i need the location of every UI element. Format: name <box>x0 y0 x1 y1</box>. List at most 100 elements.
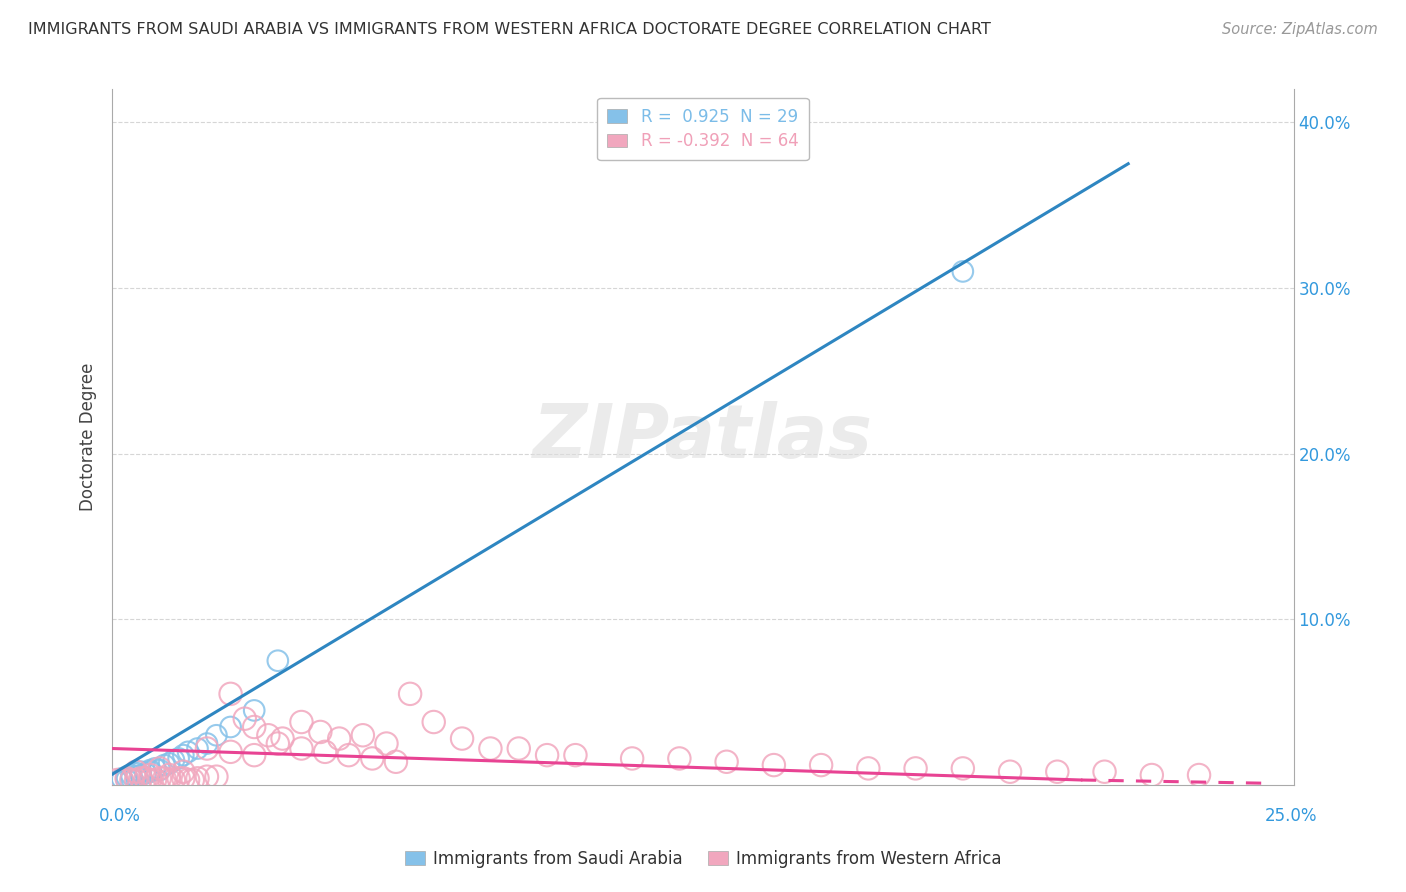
Point <box>337 748 360 763</box>
Point <box>314 745 336 759</box>
Text: ZIPatlas: ZIPatlas <box>533 401 873 474</box>
Point <box>105 774 128 789</box>
Point <box>163 753 186 767</box>
Point <box>762 758 785 772</box>
Point <box>120 772 142 787</box>
Point <box>536 748 558 763</box>
Point <box>139 764 162 779</box>
Point <box>143 772 166 787</box>
Point <box>952 264 974 278</box>
Text: 25.0%: 25.0% <box>1264 807 1317 825</box>
Point <box>1140 768 1163 782</box>
Point <box>135 772 157 786</box>
Point <box>111 772 134 787</box>
Point <box>352 728 374 742</box>
Point <box>115 772 138 787</box>
Point <box>186 741 208 756</box>
Point <box>167 751 190 765</box>
Point <box>153 772 176 786</box>
Point <box>904 761 927 775</box>
Point <box>361 751 384 765</box>
Point <box>195 770 218 784</box>
Point <box>157 768 180 782</box>
Point <box>564 748 586 763</box>
Point <box>149 772 172 786</box>
Point <box>181 772 204 787</box>
Point <box>157 756 180 771</box>
Point <box>157 772 180 787</box>
Legend: R =  0.925  N = 29, R = -0.392  N = 64: R = 0.925 N = 29, R = -0.392 N = 64 <box>598 97 808 161</box>
Point <box>125 764 148 779</box>
Point <box>163 772 186 787</box>
Point <box>385 755 408 769</box>
Point <box>177 745 200 759</box>
Point <box>205 728 228 742</box>
Point <box>621 751 644 765</box>
Point <box>998 764 1021 779</box>
Point <box>195 737 218 751</box>
Point <box>129 768 152 782</box>
Point <box>111 772 134 787</box>
Point <box>451 731 474 746</box>
Point <box>139 768 162 782</box>
Point <box>508 741 530 756</box>
Point <box>219 745 242 759</box>
Point <box>105 772 128 787</box>
Point <box>399 687 422 701</box>
Point <box>139 772 162 787</box>
Point <box>120 772 142 786</box>
Point <box>257 728 280 742</box>
Point <box>375 737 398 751</box>
Point <box>243 703 266 717</box>
Point <box>233 712 256 726</box>
Point <box>139 763 162 777</box>
Point <box>125 766 148 780</box>
Point <box>115 770 138 784</box>
Point <box>422 714 444 729</box>
Point <box>668 751 690 765</box>
Point <box>479 741 502 756</box>
Text: 0.0%: 0.0% <box>98 807 141 825</box>
Point <box>1188 768 1211 782</box>
Point <box>149 761 172 775</box>
Point <box>309 725 332 739</box>
Point <box>219 720 242 734</box>
Y-axis label: Doctorate Degree: Doctorate Degree <box>79 363 97 511</box>
Point <box>172 764 194 779</box>
Point <box>858 761 880 775</box>
Point <box>129 764 152 779</box>
Point <box>153 758 176 772</box>
Point <box>219 687 242 701</box>
Text: Source: ZipAtlas.com: Source: ZipAtlas.com <box>1222 22 1378 37</box>
Point <box>115 772 138 786</box>
Text: IMMIGRANTS FROM SAUDI ARABIA VS IMMIGRANTS FROM WESTERN AFRICA DOCTORATE DEGREE : IMMIGRANTS FROM SAUDI ARABIA VS IMMIGRAN… <box>28 22 991 37</box>
Point <box>1046 764 1069 779</box>
Point <box>243 720 266 734</box>
Point <box>810 758 832 772</box>
Point <box>1094 764 1116 779</box>
Point <box>111 772 134 786</box>
Point <box>267 737 290 751</box>
Point <box>125 772 148 787</box>
Point <box>243 748 266 763</box>
Point <box>143 761 166 775</box>
Point <box>120 768 142 782</box>
Point <box>186 772 208 786</box>
Point <box>129 772 152 786</box>
Point <box>167 772 190 786</box>
Point <box>952 761 974 775</box>
Point <box>271 731 294 746</box>
Point <box>267 654 290 668</box>
Point <box>149 763 172 777</box>
Point <box>125 770 148 784</box>
Point <box>205 770 228 784</box>
Point <box>172 748 194 763</box>
Point <box>716 755 738 769</box>
Legend: Immigrants from Saudi Arabia, Immigrants from Western Africa: Immigrants from Saudi Arabia, Immigrants… <box>398 844 1008 875</box>
Point <box>177 772 200 787</box>
Point <box>290 714 312 729</box>
Point <box>135 766 157 780</box>
Point <box>172 772 194 786</box>
Point <box>195 741 218 756</box>
Point <box>290 741 312 756</box>
